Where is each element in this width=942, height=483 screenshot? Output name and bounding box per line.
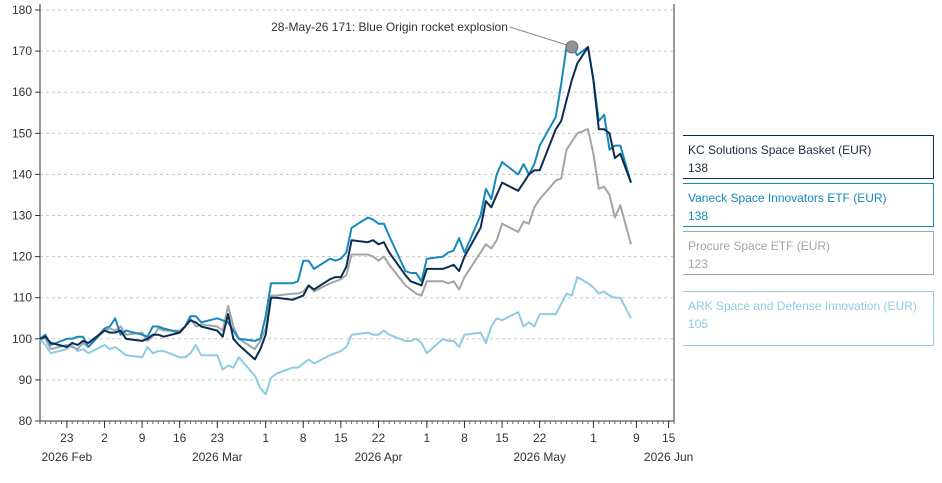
- y-tick-label: 110: [13, 291, 32, 305]
- y-tick-label: 120: [12, 250, 32, 264]
- x-period-label: 2026 Apr: [354, 450, 402, 464]
- y-tick-label: 90: [19, 373, 33, 387]
- series-lines: [39, 46, 632, 396]
- legend-item[interactable]: Procure Space ETF (EUR) 123: [683, 231, 934, 275]
- legend-last-value: 105: [688, 317, 709, 331]
- y-axis: 80 90 100 110 120 130 140 150 160 170 180: [12, 3, 675, 428]
- annotation-marker[interactable]: [565, 40, 579, 54]
- y-tick-label: 160: [12, 85, 32, 99]
- legend-series-name: Procure Space ETF (EUR): [688, 239, 831, 253]
- legend-last-value: 123: [688, 257, 709, 271]
- legend-series-name: ARK Space and Defense Innovation (EUR): [688, 299, 917, 313]
- x-period-label: 2026 Mar: [192, 450, 243, 464]
- x-tick-label: 15: [334, 431, 348, 445]
- series-line-4[interactable]: [39, 276, 632, 396]
- x-tick-label: 1: [590, 431, 597, 445]
- x-tick-label: 15: [495, 431, 509, 445]
- x-tick-label: 9: [633, 431, 640, 445]
- y-tick-label: 140: [12, 167, 32, 181]
- y-tick-label: 170: [12, 44, 32, 58]
- y-tick-label: 80: [19, 414, 33, 428]
- x-tick-label: 16: [173, 431, 187, 445]
- x-period-label: 2026 Jun: [644, 450, 693, 464]
- x-tick-label: 8: [300, 431, 307, 445]
- legend-last-value: 138: [688, 161, 709, 175]
- x-tick-label: 22: [372, 431, 386, 445]
- legend-last-value: 138: [688, 209, 709, 223]
- x-tick-label: 22: [533, 431, 547, 445]
- y-tick-label: 150: [12, 126, 32, 140]
- legend-series-name: KC Solutions Space Basket (EUR): [688, 143, 872, 157]
- legend-item[interactable]: Vaneck Space Innovators ETF (EUR) 138: [683, 183, 934, 227]
- legend-series-name: Vaneck Space Innovators ETF (EUR): [688, 191, 887, 205]
- x-tick-label: 23: [211, 431, 225, 445]
- grid-lines: [40, 9, 674, 381]
- series-line-2[interactable]: [39, 46, 632, 348]
- series-line-1[interactable]: [39, 46, 632, 361]
- y-tick-label: 180: [12, 3, 32, 17]
- x-tick-label: 1: [424, 431, 431, 445]
- x-tick-label: 15: [662, 431, 676, 445]
- x-tick-label: 23: [60, 431, 74, 445]
- y-tick-label: 100: [12, 332, 32, 346]
- annotation-text: 28-May-26 171: Blue Origin rocket explos…: [271, 20, 508, 34]
- x-axis: 23 2 9 16 23 1 8 15 22 1 8 15 22 1 9 15 2026 Feb 2026 Mar…: [39, 420, 693, 464]
- x-tick-label: 2: [101, 431, 108, 445]
- x-period-label: 2026 May: [513, 450, 566, 464]
- x-period-label: 2026 Feb: [42, 450, 93, 464]
- annotation-leader-line: [509, 26, 568, 46]
- x-tick-label: 8: [461, 431, 468, 445]
- x-tick-label: 1: [262, 431, 269, 445]
- x-tick-label: 9: [139, 431, 146, 445]
- legend-item[interactable]: ARK Space and Defense Innovation (EUR) 10…: [683, 291, 934, 346]
- y-tick-label: 130: [12, 209, 32, 223]
- legend-item[interactable]: KC Solutions Space Basket (EUR) 138: [683, 135, 934, 179]
- annotation: 28-May-26 171: Blue Origin rocket explos…: [271, 20, 579, 54]
